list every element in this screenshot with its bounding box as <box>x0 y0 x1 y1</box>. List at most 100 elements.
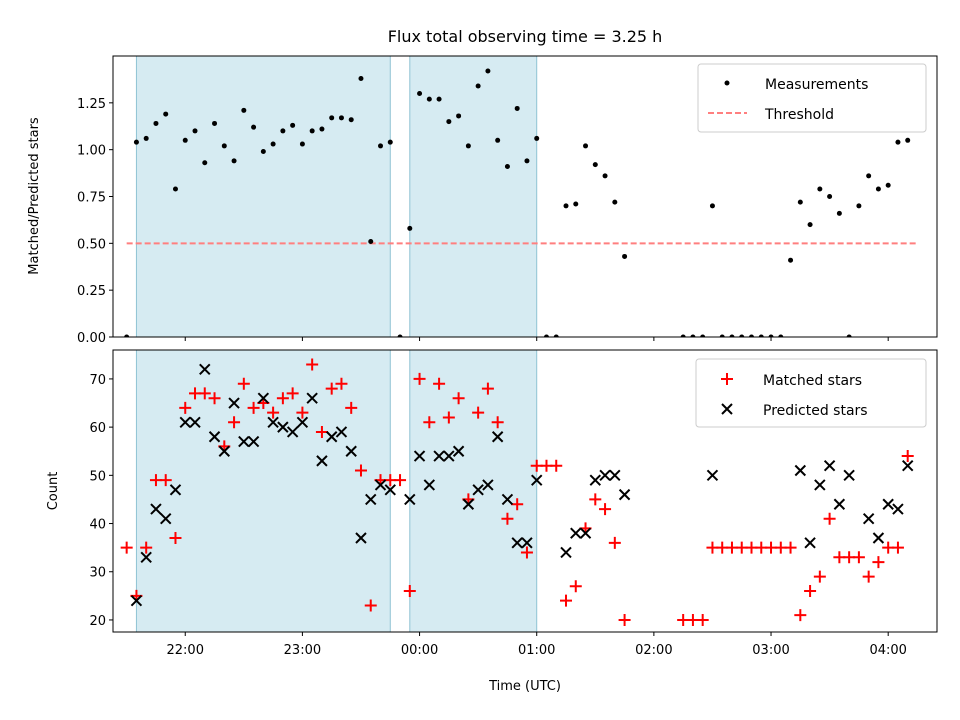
legend-measurements-marker <box>724 80 730 86</box>
predicted-star-point <box>482 479 494 491</box>
predicted-star-point <box>433 450 445 462</box>
predicted-star-point <box>521 537 533 549</box>
matched-star-point <box>491 416 504 429</box>
legend-matched-marker <box>721 373 733 385</box>
matched-star-point <box>891 541 904 554</box>
predicted-star-point <box>384 484 396 496</box>
predicted-star-point <box>843 469 855 482</box>
measurement-point <box>260 149 266 155</box>
measurement-point <box>172 186 178 192</box>
predicted-star-point <box>862 513 875 525</box>
x-axis-label: Time (UTC) <box>488 679 561 694</box>
matched-star-point <box>569 580 582 593</box>
measurement-point <box>836 210 842 216</box>
predicted-star-point <box>257 392 270 404</box>
measurement-point <box>378 143 384 149</box>
predicted-star-point <box>833 498 846 510</box>
measurement-point <box>407 225 413 231</box>
top-data-series <box>124 68 918 337</box>
matched-star-point <box>208 392 221 405</box>
predicted-star-point <box>218 445 231 457</box>
bottom-y-tick-label: 50 <box>89 469 106 484</box>
measurement-point <box>514 105 520 111</box>
matched-star-point <box>335 377 348 390</box>
bottom-y-tick-label: 30 <box>89 566 106 581</box>
bottom-x-tick-label: 03:00 <box>752 643 789 658</box>
measurement-point <box>290 122 296 128</box>
matched-star-point <box>169 532 182 544</box>
matched-star-point <box>618 613 631 626</box>
predicted-star-point <box>618 488 631 501</box>
matched-star-point <box>608 536 621 549</box>
measurement-point <box>231 158 237 164</box>
predicted-star-point <box>374 479 387 491</box>
matched-star-point <box>452 392 465 405</box>
measurement-point <box>563 203 569 209</box>
matched-star-point <box>296 406 309 419</box>
measurement-point <box>133 139 139 145</box>
measurement-point <box>739 334 745 337</box>
predicted-star-point <box>501 493 514 506</box>
bottom-data-series <box>120 358 914 626</box>
matched-star-point <box>306 358 319 371</box>
matched-star-point <box>413 372 426 385</box>
measurement-point <box>768 334 774 337</box>
bottom-x-tick-label: 04:00 <box>869 643 906 658</box>
measurement-point <box>299 141 305 147</box>
measurement-point <box>895 139 901 145</box>
matched-star-point <box>267 406 280 419</box>
bottom-shaded-interval-1 <box>409 349 538 633</box>
matched-star-point <box>794 609 807 622</box>
matched-star-point <box>198 387 211 400</box>
bottom-x-tick-label: 02:00 <box>635 643 672 658</box>
measurement-point <box>465 143 471 149</box>
bottom-y-axis-label: Count <box>46 472 61 511</box>
predicted-star-point <box>365 493 377 506</box>
predicted-star-point <box>452 445 465 457</box>
predicted-star-point <box>491 431 504 443</box>
predicted-star-point <box>579 527 592 539</box>
predicted-star-point <box>794 464 807 477</box>
predicted-star-point <box>325 431 338 443</box>
predicted-star-point <box>277 421 289 433</box>
measurement-point <box>338 115 344 121</box>
matched-star-point <box>852 551 865 564</box>
measurement-point <box>866 173 872 179</box>
matched-star-point <box>520 546 533 559</box>
matched-star-point <box>442 411 455 424</box>
predicted-star-point <box>160 513 172 525</box>
predicted-star-point <box>882 498 894 510</box>
measurement-point <box>163 111 169 117</box>
predicted-star-point <box>150 503 162 515</box>
predicted-star-point <box>560 546 572 559</box>
measurement-point <box>788 257 794 263</box>
measurement-point <box>592 162 598 168</box>
top-y-axis-label: Matched/Predicted stars <box>27 117 42 275</box>
legend-predicted-label: Predicted stars <box>763 403 868 419</box>
predicted-star-point <box>823 459 836 472</box>
predicted-star-point <box>140 551 152 563</box>
measurement-point <box>436 96 442 102</box>
matched-star-point <box>286 387 299 400</box>
measurement-point <box>124 334 130 337</box>
matched-star-point <box>872 556 885 569</box>
matched-star-point <box>276 392 289 405</box>
matched-star-point <box>696 613 709 626</box>
bottom-y-tick-label: 40 <box>89 518 106 533</box>
matched-star-point <box>589 493 602 506</box>
matched-star-point <box>394 474 407 487</box>
matched-star-point <box>140 541 153 554</box>
measurement-point <box>417 90 423 96</box>
measurement-point <box>446 119 452 125</box>
matched-star-point <box>364 599 377 612</box>
measurement-point <box>485 68 491 74</box>
matched-star-point <box>433 377 446 390</box>
measurement-point <box>690 334 696 337</box>
legend-predicted-marker <box>721 403 733 415</box>
measurement-point <box>827 194 833 199</box>
measurement-point <box>524 158 530 164</box>
legend-matched-label: Matched stars <box>763 373 862 389</box>
predicted-star-point <box>228 397 240 409</box>
predicted-star-point <box>199 363 211 375</box>
